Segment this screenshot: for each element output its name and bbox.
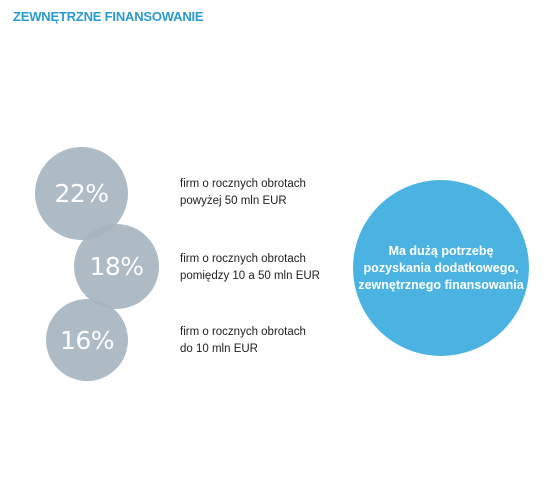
bubble-description-2: firm o rocznych obrotach pomiędzy 10 a 5… (180, 251, 320, 285)
bubble-description-3: firm o rocznych obrotach do 10 mln EUR (180, 324, 306, 358)
highlight-text-line: zewnętrznego finansowania (358, 277, 524, 292)
bubble-16-percent: 16% (46, 299, 128, 381)
description-line: firm o rocznych obrotach (180, 178, 306, 190)
bubble-value-label: 18% (89, 252, 144, 281)
highlight-bubble: Ma dużą potrzebę pozyskania dodatkowego,… (353, 180, 529, 356)
bubble-value-label: 16% (59, 325, 115, 355)
description-line: firm o rocznych obrotach (180, 326, 306, 338)
highlight-text-line: pozyskania dodatkowego, (363, 260, 519, 275)
chart-title: ZEWNĘTRZNE FINANSOWANIE (13, 9, 204, 24)
bubble-22-percent: 22% (35, 147, 128, 240)
bubble-18-percent: 18% (74, 224, 159, 309)
description-line: firm o rocznych obrotach (180, 253, 306, 265)
description-line: do 10 mln EUR (180, 343, 258, 355)
description-line: pomiędzy 10 a 50 mln EUR (180, 270, 320, 282)
bubble-value-label: 22% (54, 179, 109, 208)
description-line: powyżej 50 mln EUR (180, 195, 287, 207)
bubble-description-1: firm o rocznych obrotach powyżej 50 mln … (180, 176, 306, 210)
highlight-text-line: Ma dużą potrzebę (388, 243, 494, 258)
